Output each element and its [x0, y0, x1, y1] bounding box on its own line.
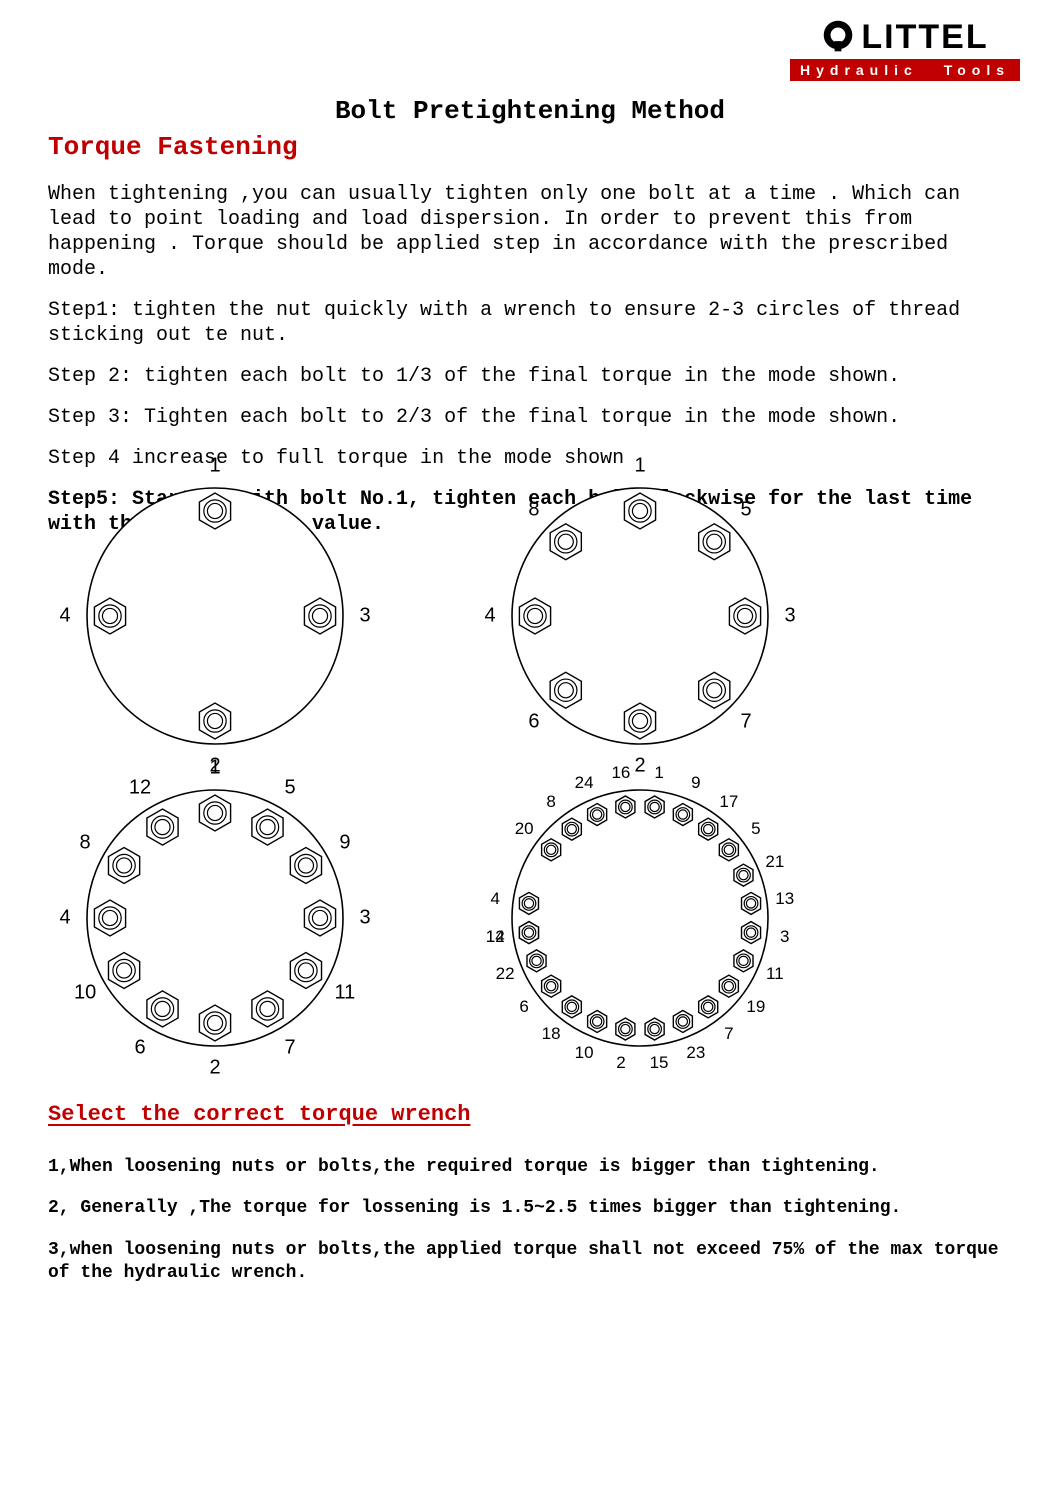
bolt-label: 7 [724, 1024, 733, 1044]
note-2: 2, Generally ,The torque for lossening i… [48, 1197, 1020, 1220]
bolt-label: 2 [616, 1053, 625, 1073]
bolt-label: 19 [746, 997, 765, 1017]
bolt-label: 4 [59, 907, 70, 930]
bolt-label: 7 [284, 1036, 295, 1059]
note-1: 1,When loosening nuts or bolts,the requi… [48, 1156, 1020, 1179]
bolt-label: 9 [339, 832, 350, 855]
bolt-label: 13 [775, 889, 794, 909]
bolt-label: 8 [528, 498, 539, 521]
bolt-label: 9 [691, 773, 700, 793]
bolt-label: 2 [209, 1057, 220, 1080]
bolt-label: 4 [491, 889, 500, 909]
bolt-label: 14 [486, 927, 505, 947]
bolt-label: 20 [515, 819, 534, 839]
bolt-label: 1 [654, 763, 663, 783]
bolt-label: 1 [634, 455, 645, 478]
logo-brand: LITTEL [861, 18, 988, 57]
bolt-label: 21 [765, 852, 784, 872]
bolt-label: 1 [209, 757, 220, 780]
bolt-label: 16 [611, 763, 630, 783]
bolt-label: 3 [359, 605, 370, 628]
bolt-label: 5 [751, 819, 760, 839]
flange-diagram-4 [462, 740, 818, 1096]
note-3: 3,when loosening nuts or bolts,the appli… [48, 1239, 1020, 1286]
flange-diagram-3 [29, 732, 401, 1104]
bolt-label: 10 [74, 982, 96, 1005]
wrench-notes: 1,When loosening nuts or bolts,the requi… [48, 1138, 1020, 1286]
bolt-label: 24 [575, 773, 594, 793]
bolt-label: 8 [80, 832, 91, 855]
section-heading-2: Select the correct torque wrench [48, 1102, 470, 1127]
bolt-label: 4 [484, 605, 495, 628]
bolt-label: 7 [741, 711, 752, 734]
bolt-label: 15 [650, 1053, 669, 1073]
bolt-label: 18 [542, 1024, 561, 1044]
step-2: Step 2: tighten each bolt to 1/3 of the … [48, 364, 1012, 389]
bolt-label: 11 [335, 982, 356, 1005]
bolt-label: 23 [686, 1043, 705, 1063]
logo-sub-right: Tools [944, 62, 1010, 78]
bolt-label: 3 [359, 907, 370, 930]
intro-paragraph: When tightening ,you can usually tighten… [48, 182, 1012, 282]
bolt-label: 11 [766, 964, 784, 984]
page-title: Bolt Pretightening Method [0, 96, 1060, 126]
bolt-label: 6 [528, 711, 539, 734]
bolt-label: 12 [129, 777, 151, 800]
bolt-label: 17 [719, 792, 738, 812]
logo-icon [821, 18, 855, 57]
bolt-label: 6 [519, 997, 528, 1017]
logo: LITTEL Hydraulic Tools [790, 18, 1020, 81]
step-3: Step 3: Tighten each bolt to 2/3 of the … [48, 405, 1012, 430]
logo-subtitle-bar: Hydraulic Tools [790, 59, 1020, 81]
bolt-label: 6 [134, 1036, 145, 1059]
bolt-label: 5 [741, 498, 752, 521]
section-heading-1: Torque Fastening [48, 132, 1012, 162]
step-1: Step1: tighten the nut quickly with a wr… [48, 298, 1012, 348]
bolt-label: 10 [575, 1043, 594, 1063]
bolt-label: 8 [546, 792, 555, 812]
bolt-label: 3 [780, 927, 789, 947]
bolt-label: 22 [496, 964, 515, 984]
logo-sub-left: Hydraulic [800, 62, 918, 78]
bolt-label: 3 [784, 605, 795, 628]
bolt-label: 1 [209, 455, 220, 478]
bolt-label: 4 [59, 605, 70, 628]
bolt-label: 5 [284, 777, 295, 800]
